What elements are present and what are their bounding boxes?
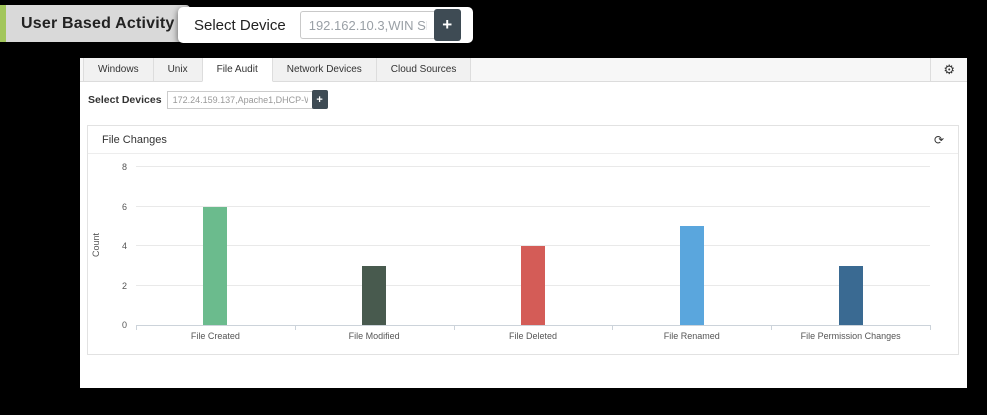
x-category-label: File Permission Changes [800,331,901,341]
accent-bar [0,5,6,42]
x-category-label: File Deleted [508,331,558,341]
y-tick-label-4: 4 [121,241,127,251]
x-axis-labels: File Created File Modified File Deleted Fil… [136,325,931,345]
x-category-label: File Modified [348,331,400,341]
bar-file-created[interactable] [203,206,228,325]
bar-chart: Count File Created File Modified File Dele… [88,154,958,354]
page-title: User Based Activity [6,5,190,42]
x-category-label: File Renamed [663,331,720,341]
y-axis-title: Count [91,232,101,258]
add-device-button[interactable]: + [433,9,461,41]
x-axis-tick [294,325,296,330]
chart-plot-area: File Created File Modified File Deleted Fil… [122,162,931,341]
select-devices-row: Select Devices + [88,90,967,109]
gridline-y8 [136,166,930,167]
tab-file-audit[interactable]: File Audit [201,58,273,82]
tab-cloud-sources[interactable]: Cloud Sources [375,58,472,81]
card-title: File Changes [102,133,167,146]
tab-network-devices[interactable]: Network Devices [271,58,377,81]
select-device-card: Select Device + [178,7,473,43]
x-category-label: File Created [190,331,240,341]
y-tick-label-0: 0 [121,320,127,330]
x-axis-tick [612,325,614,330]
card-header: File Changes ⟳ [88,126,958,154]
refresh-icon[interactable]: ⟳ [933,132,944,147]
gridline-y4 [136,245,930,246]
bar-file-permission-changes[interactable] [838,265,863,325]
select-devices-label: Select Devices [88,93,162,106]
file-changes-card: File Changes ⟳ Count File Created File Mo… [87,125,959,355]
select-device-input[interactable] [299,11,435,39]
select-devices-input[interactable] [166,90,313,109]
x-axis-tick [930,325,931,330]
y-tick-label-2: 2 [121,280,127,291]
tab-bar: Windows Unix File Audit Network Devices Clou… [80,58,967,82]
add-devices-button[interactable]: + [311,90,328,109]
bar-file-deleted[interactable] [521,246,545,325]
x-axis-tick [453,325,455,330]
bar-file-renamed[interactable] [679,226,704,325]
page-header: User Based Activity [0,5,190,42]
main-panel: Windows Unix File Audit Network Devices Clou… [80,58,967,388]
bar-file-modified[interactable] [362,265,387,325]
y-tick-label-6: 6 [121,201,127,212]
y-tick-label-8: 8 [121,162,127,172]
x-axis-tick [136,325,137,330]
select-device-label: Select Device [194,16,286,34]
x-axis-tick [771,325,773,330]
tab-unix[interactable]: Unix [152,58,203,81]
gridline-y6 [136,205,930,207]
gear-icon[interactable]: ⚙ [930,58,967,81]
tab-windows[interactable]: Windows [83,58,154,81]
